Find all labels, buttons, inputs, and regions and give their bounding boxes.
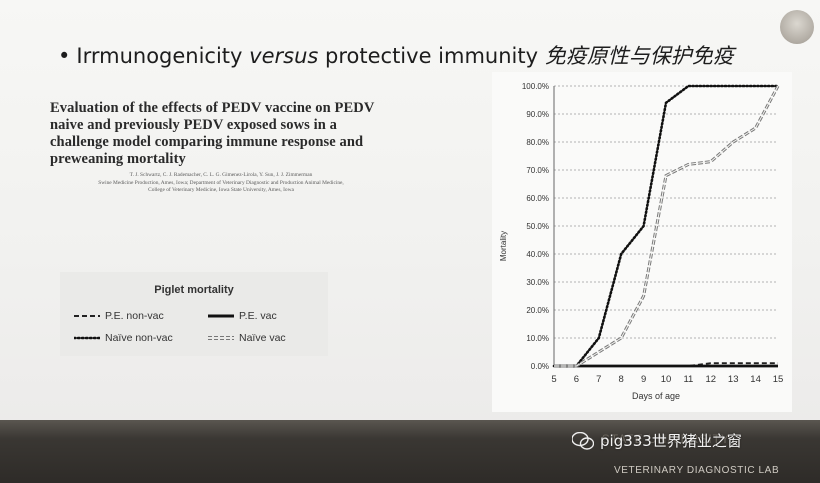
legend-item-pe-nonvac: P.E. non-vac <box>74 310 164 322</box>
y-tick-label: 100.0% <box>522 82 549 91</box>
x-tick-label: 6 <box>574 374 579 385</box>
y-tick-label: 80.0% <box>526 138 549 147</box>
x-tick-label: 10 <box>661 374 672 385</box>
legend-item-naive-nonvac: Naïve non-vac <box>74 332 173 344</box>
title-part1: Irrmunogenicity <box>76 44 250 68</box>
footer-faint-text: STATE UNIVERSITY <box>601 432 730 446</box>
legend-box: Piglet mortality P.E. non-vac P.E. vac N… <box>60 272 328 356</box>
double-line-icon <box>208 336 234 340</box>
paper-authors: T. J. Schwartz, C. J. Rademacher, C. L. … <box>56 172 386 195</box>
title-chinese: 免疫原性与保护免疫 <box>544 44 734 68</box>
footer-bar <box>0 420 820 483</box>
authors-line: T. J. Schwartz, C. J. Rademacher, C. L. … <box>129 172 313 178</box>
legend-title: Piglet mortality <box>154 284 234 296</box>
legend-item-pe-vac: P.E. vac <box>208 310 277 322</box>
y-axis-label: Mortality <box>499 231 508 261</box>
y-tick-label: 10.0% <box>526 334 549 343</box>
legend-label: Naïve vac <box>239 332 286 344</box>
affiliation-line: College of Veterinary Medicine, Iowa Sta… <box>148 187 294 193</box>
paper-title: Evaluation of the effects of PEDV vaccin… <box>50 100 375 167</box>
watermark: pig333世界猪业之窗 <box>572 430 742 451</box>
x-tick-label: 12 <box>706 374 717 385</box>
y-tick-label: 90.0% <box>526 110 549 119</box>
y-tick-label: 60.0% <box>526 194 549 203</box>
slide: • Irrmunogenicity versus protective immun… <box>0 0 820 425</box>
wechat-icon <box>572 431 594 450</box>
x-axis-label: Days of age <box>632 391 680 401</box>
y-tick-label: 20.0% <box>526 306 549 315</box>
title-em: versus <box>249 44 319 68</box>
watermark-text: pig333世界猪业之窗 <box>600 432 742 450</box>
mortality-chart: 0.0% 10.0% 20.0% 30.0% 40.0% 50.0% 60.0% 70.0% 8… <box>492 72 792 412</box>
university-seal-logo <box>780 10 814 44</box>
x-tick-label: 5 <box>551 374 556 385</box>
dotted-line-icon <box>74 336 100 340</box>
y-tick-label: 40.0% <box>526 250 549 259</box>
legend-item-naive-vac: Naïve vac <box>208 332 286 344</box>
x-tick-label: 13 <box>728 374 739 385</box>
x-tick-label: 15 <box>773 374 784 385</box>
dash-line-icon <box>74 315 100 317</box>
bullet: • <box>58 44 71 68</box>
solid-line-icon <box>208 314 234 318</box>
x-tick-label: 7 <box>596 374 601 385</box>
legend-label: P.E. non-vac <box>105 310 164 322</box>
legend-label: Naïve non-vac <box>105 332 173 344</box>
x-tick-label: 14 <box>750 374 761 385</box>
mortality-line-chart: 0.0% 10.0% 20.0% 30.0% 40.0% 50.0% 60.0% 70.0% 8… <box>499 82 784 401</box>
x-tick-label: 11 <box>683 374 693 385</box>
series-line-inner <box>554 85 779 367</box>
y-tick-label: 50.0% <box>526 222 549 231</box>
y-tick-label: 70.0% <box>526 166 549 175</box>
series-line <box>552 84 780 368</box>
y-tick-label: 30.0% <box>526 278 549 287</box>
x-tick-label: 8 <box>619 374 624 385</box>
slide-title: • Irrmunogenicity versus protective immun… <box>58 40 778 74</box>
affiliation-line: Swine Medicine Production, Ames, Iowa; D… <box>98 179 344 186</box>
y-tick-label: 0.0% <box>531 362 549 371</box>
legend-label: P.E. vac <box>239 310 277 322</box>
title-part2: protective immunity <box>318 44 545 68</box>
lab-name: VETERINARY DIAGNOSTIC LAB <box>614 465 780 476</box>
x-tick-label: 9 <box>641 374 646 385</box>
